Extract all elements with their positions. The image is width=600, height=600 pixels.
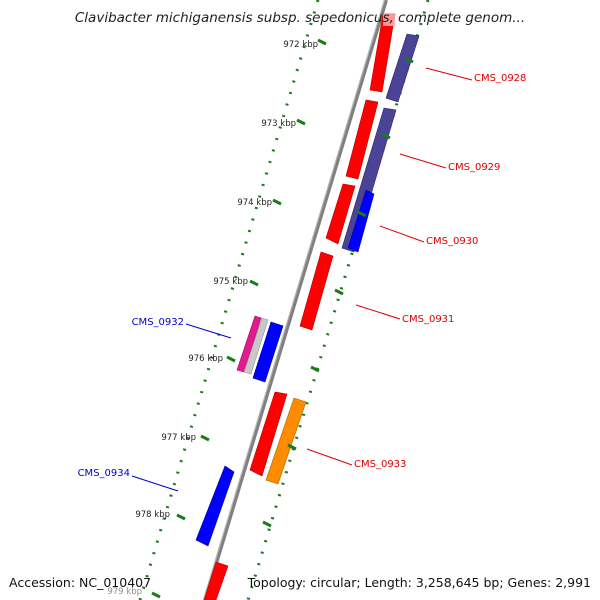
tick-label: 975 kbp <box>213 277 248 287</box>
gene-feature-blue[interactable] <box>347 189 375 253</box>
outer-tick-track <box>138 0 320 600</box>
tick-label: 973 kbp <box>261 119 296 129</box>
gene-feature-red[interactable] <box>325 183 356 245</box>
kbp-tick-marks <box>151 38 414 599</box>
gene-feature-orange[interactable] <box>265 397 307 485</box>
tick-label: 978 kbp <box>135 510 170 520</box>
gene-feature-red[interactable] <box>345 99 379 180</box>
inner-tick-track <box>246 0 430 600</box>
gene-feature-red[interactable] <box>299 251 334 331</box>
gene-label-cms-0932[interactable]: CMS_0932 <box>132 317 184 328</box>
gene-label-cms-0930[interactable]: CMS_0930 <box>426 236 478 247</box>
kbp-tick-labels: 972 kbp 973 kbp 974 kbp 975 kbp 976 kbp … <box>107 40 318 597</box>
tick-label: 972 kbp <box>283 40 318 50</box>
gene-label-cms-0928[interactable]: CMS_0928 <box>474 73 526 84</box>
tick-label: 979 kbp <box>107 587 142 597</box>
gene-feature-grey[interactable] <box>243 317 269 375</box>
gene-feature-pink[interactable] <box>383 14 395 26</box>
genome-backbone <box>203 0 388 600</box>
gene-feature-red[interactable] <box>203 561 229 600</box>
genome-backbone-highlight <box>203 0 385 600</box>
gene-label-leaders <box>131 67 473 492</box>
gene-label-cms-0929[interactable]: CMS_0929 <box>448 162 500 173</box>
gene-feature-blue[interactable] <box>252 321 284 383</box>
map-title: Clavibacter michiganensis subsp. sepedon… <box>75 10 525 26</box>
gene-label-cms-0931[interactable]: CMS_0931 <box>402 314 454 325</box>
gene-feature-red[interactable] <box>249 391 288 477</box>
gene-feature-purple[interactable] <box>385 33 420 103</box>
accession-text: Accession: NC_010407 <box>9 575 151 590</box>
tick-label: 974 kbp <box>237 198 272 208</box>
gene-labels: CMS_0928 CMS_0929 CMS_0930 CMS_0931 CMS_… <box>78 73 527 479</box>
gene-feature-purple[interactable] <box>341 107 397 253</box>
gene-label-cms-0933[interactable]: CMS_0933 <box>354 459 406 470</box>
tick-label: 976 kbp <box>188 354 223 364</box>
gene-feature-blue[interactable] <box>195 465 235 547</box>
tick-label: 977 kbp <box>161 433 196 443</box>
topology-text: Topology: circular; Length: 3,258,645 bp… <box>247 575 591 590</box>
gene-label-cms-0934[interactable]: CMS_0934 <box>78 468 130 479</box>
